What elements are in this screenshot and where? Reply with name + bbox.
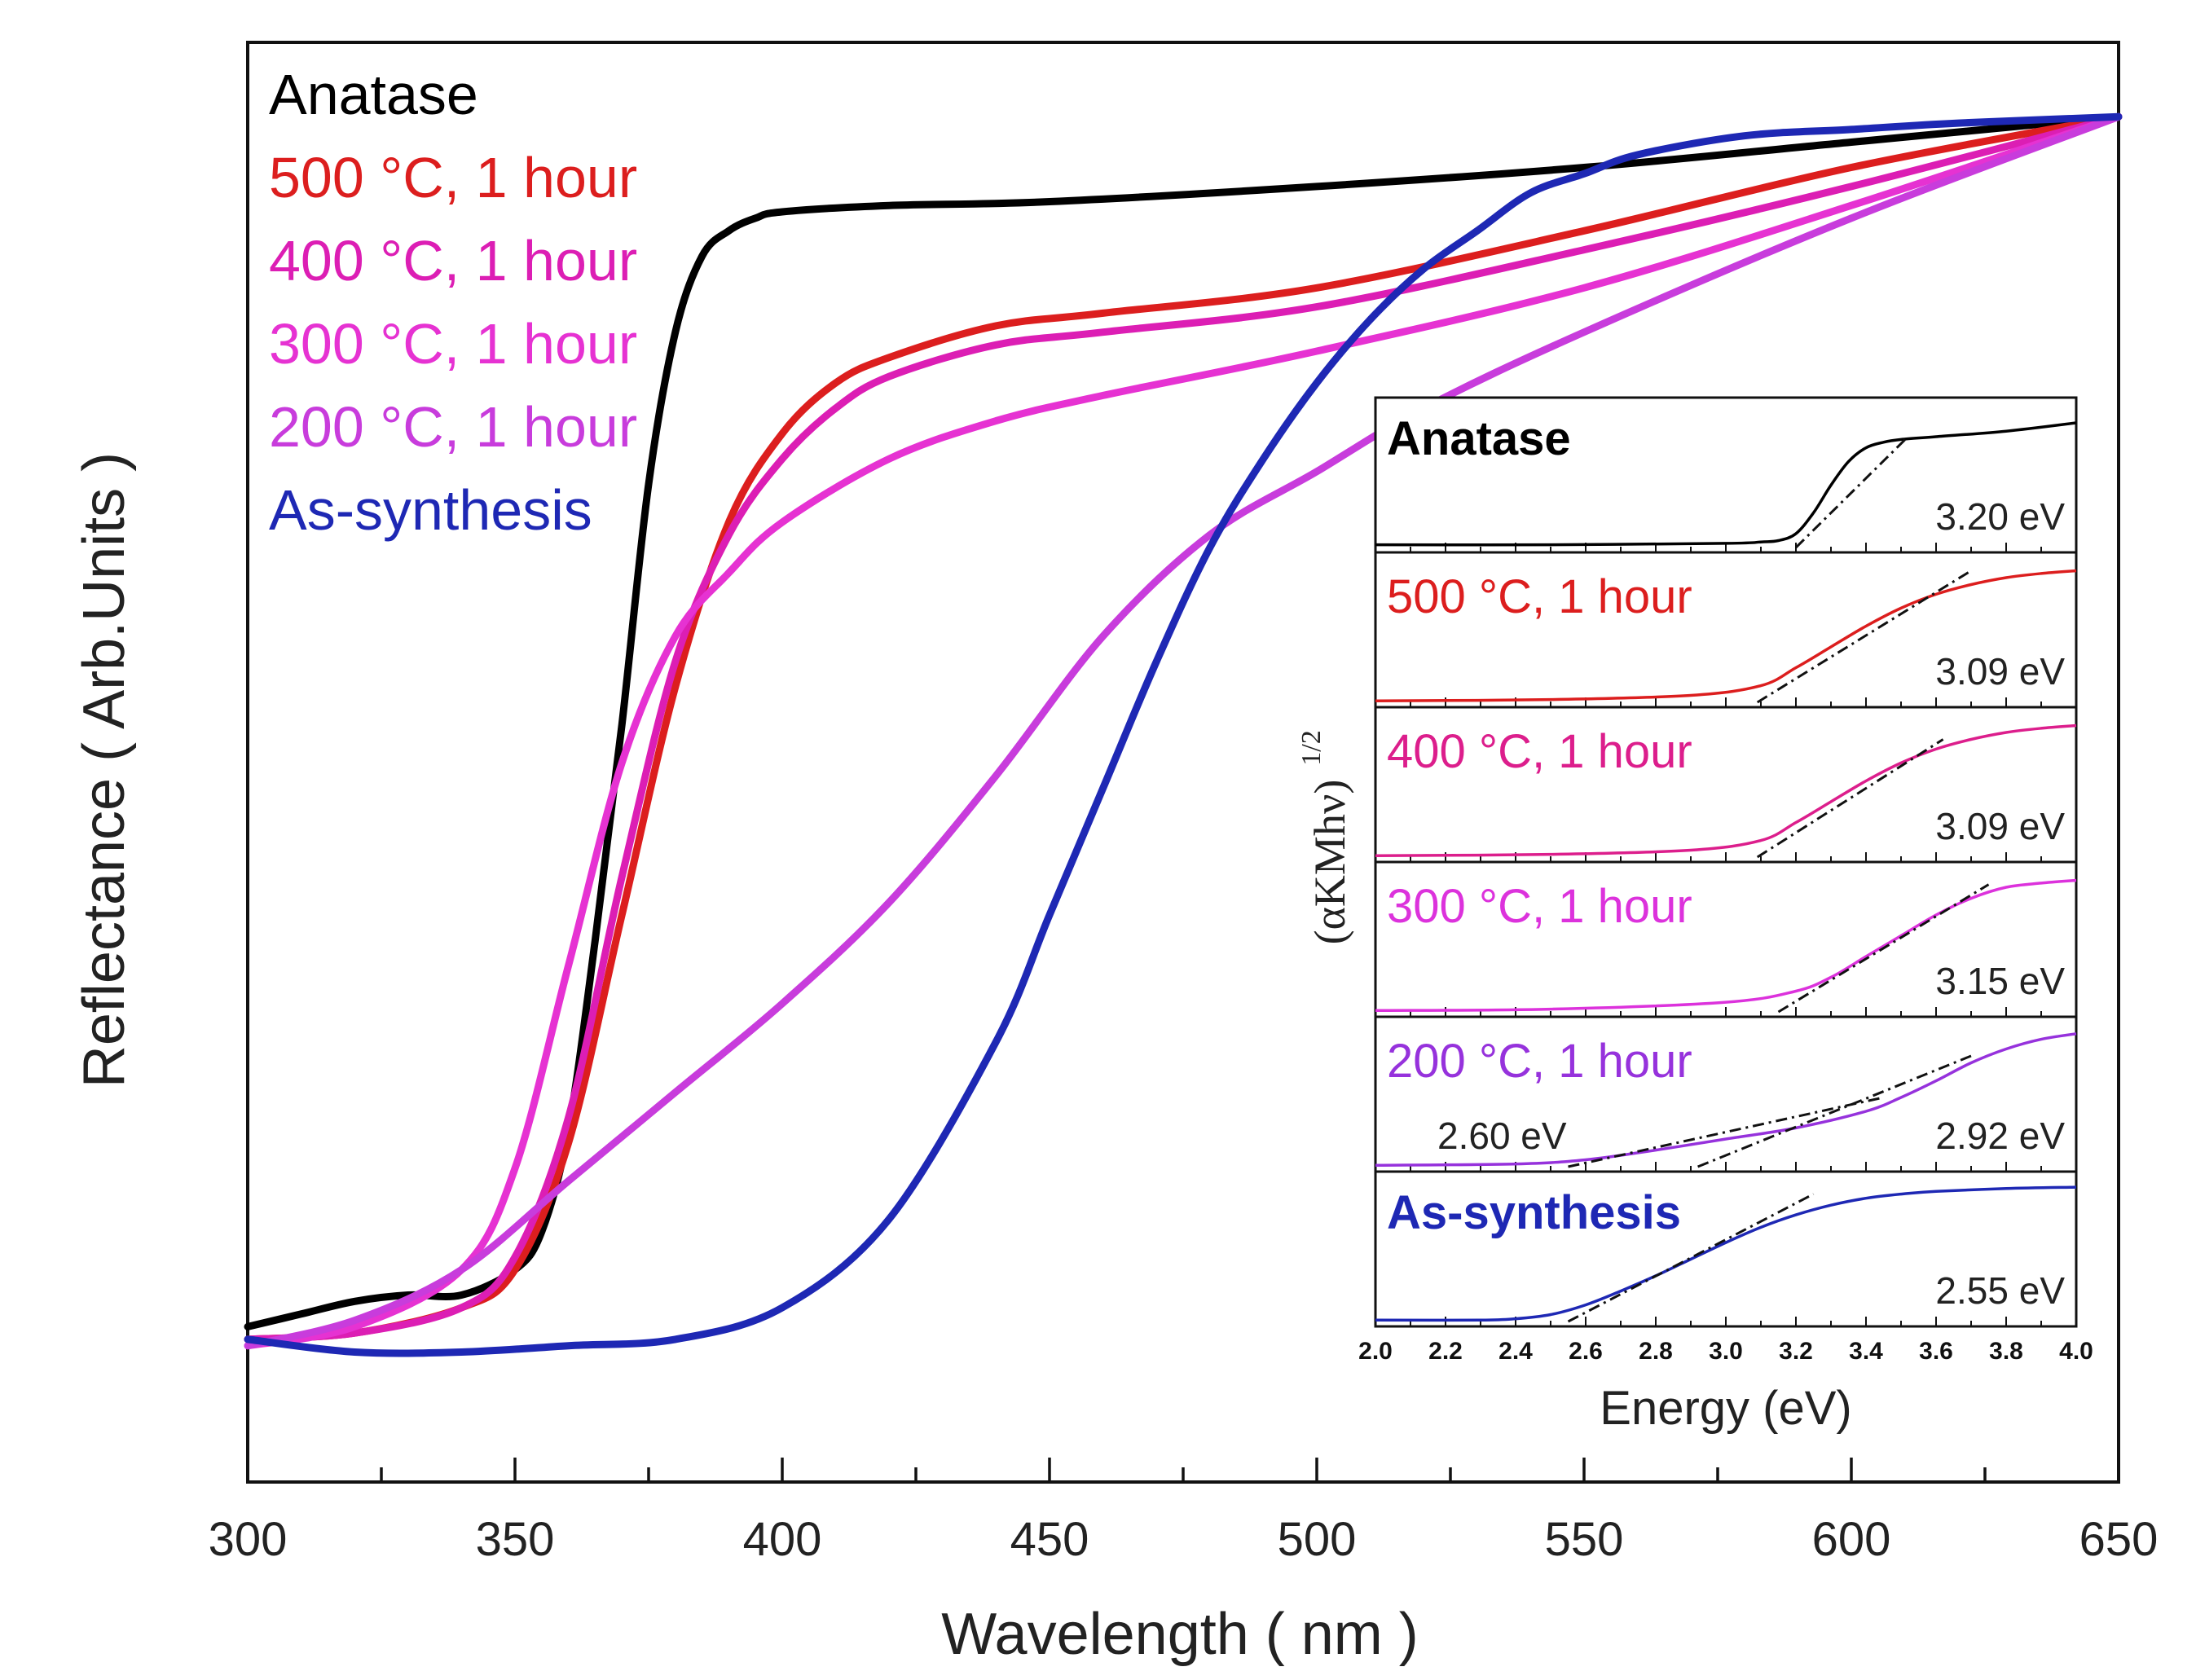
inset-band-gap: 2.92 eV <box>1935 1115 2065 1157</box>
inset-panel-400-c-1-hour: 400 °C, 1 hour 3.09 eV <box>1375 706 2077 862</box>
inset-x-tick-label: 3.0 <box>1709 1338 1743 1365</box>
inset-x-tick-label: 4.0 <box>2059 1338 2093 1365</box>
main-series-group <box>244 112 2123 1357</box>
inset-fit-line <box>1777 883 1990 1014</box>
main-legend: Anatase 500 °C, 1 hour 400 °C, 1 hour 30… <box>269 63 637 542</box>
inset-x-tick-label: 2.2 <box>1428 1338 1463 1365</box>
x-tick-label: 400 <box>743 1513 822 1566</box>
series-line-400-c-1-hour <box>244 112 2123 1344</box>
legend-entry-as-synthesis: As-synthesis <box>269 478 592 542</box>
inset-y-axis-title: (αKMhν) 1/2 <box>1296 730 1354 944</box>
legend-entry-500c: 500 °C, 1 hour <box>269 146 637 209</box>
legend-entry-200c: 200 °C, 1 hour <box>269 395 637 459</box>
inset-panel-300-c-1-hour: 300 °C, 1 hour 3.15 eV <box>1375 860 2077 1017</box>
inset-panel-200-c-1-hour: 200 °C, 1 hour 2.60 eV 2.92 eV <box>1375 1015 2077 1172</box>
inset-curve-as-synthesis <box>1375 1185 2077 1322</box>
inset-curve-200-c-1-hour <box>1375 1032 2077 1168</box>
x-tick-label: 650 <box>2079 1513 2159 1566</box>
inset-curve-500-c-1-hour <box>1375 569 2077 703</box>
inset-x-tick-label: 2.6 <box>1569 1338 1603 1365</box>
inset-x-axis-title: Energy (eV) <box>1600 1382 1851 1435</box>
x-tick-label: 500 <box>1278 1513 1357 1566</box>
inset-fit-line <box>1697 1054 1972 1168</box>
legend-entry-300c: 300 °C, 1 hour <box>269 312 637 376</box>
inset-x-tick-label: 3.2 <box>1779 1338 1813 1365</box>
x-tick-label: 350 <box>476 1513 555 1566</box>
inset-x-tick-label: 3.6 <box>1919 1338 1953 1365</box>
x-tick-label: 550 <box>1545 1513 1624 1566</box>
inset-y-axis-label: (αKMhν) <box>1305 780 1354 945</box>
inset-fit-line <box>1567 1193 1815 1323</box>
series-line-500-c-1-hour <box>244 112 2123 1344</box>
legend-entry-anatase: Anatase <box>269 63 478 126</box>
inset-panel-label: Anatase <box>1387 412 1571 465</box>
series-line-300-c-1-hour <box>244 112 2123 1350</box>
x-tick-label: 450 <box>1010 1513 1089 1566</box>
x-tick-label: 300 <box>209 1513 288 1566</box>
inset-curve-anatase <box>1375 421 2077 547</box>
inset-panel-500-c-1-hour: 500 °C, 1 hour 3.09 eV <box>1375 551 2077 707</box>
inset-band-gap: 2.60 eV <box>1437 1115 1567 1157</box>
inset-band-gap: 3.09 eV <box>1935 805 2065 847</box>
inset-curve-400-c-1-hour <box>1375 723 2077 858</box>
inset-panel-label: As-synthesis <box>1387 1186 1681 1239</box>
inset-x-tick-label: 2.8 <box>1639 1338 1673 1365</box>
inset-fit-line <box>1568 1096 1884 1168</box>
inset-fit-line <box>1756 570 1972 704</box>
inset-curve-300-c-1-hour <box>1375 878 2077 1013</box>
inset-band-gap: 3.15 eV <box>1935 960 2065 1002</box>
inset-x-tick-label: 3.4 <box>1849 1338 1883 1365</box>
inset-panel-as-synthesis: As-synthesis 2.55 eV <box>1375 1170 2077 1326</box>
x-tick-label: 600 <box>1812 1513 1891 1566</box>
series-line-as-synthesis <box>244 112 2123 1357</box>
inset-fit-line <box>1756 738 1944 859</box>
inset-band-gap: 2.55 eV <box>1935 1269 2065 1312</box>
inset-y-axis-exponent: 1/2 <box>1296 730 1327 765</box>
y-axis-title: Reflectance ( Arb.Units ) <box>72 452 137 1088</box>
main-x-ticks: 300 350 400 450 500 550 600 650 <box>209 1458 2159 1566</box>
inset-x-ticks: 2.0 2.2 2.4 2.6 2.8 3.0 3.2 3.4 3.6 3.8 4.0 <box>1358 1338 2093 1365</box>
inset-x-tick-label: 2.0 <box>1358 1338 1393 1365</box>
inset-x-tick-label: 3.8 <box>1989 1338 2023 1365</box>
x-axis-title: Wavelength ( nm ) <box>941 1602 1419 1667</box>
series-line-200-c-1-hour <box>244 112 2123 1350</box>
inset-panel-label: 500 °C, 1 hour <box>1387 570 1692 623</box>
inset-band-gap: 3.20 eV <box>1935 495 2065 538</box>
inset-band-gap: 3.09 eV <box>1935 650 2065 693</box>
inset-panel-label: 300 °C, 1 hour <box>1387 880 1692 933</box>
inset-panel-anatase: Anatase 3.20 eV <box>1375 412 2077 552</box>
legend-entry-400c: 400 °C, 1 hour <box>269 229 637 292</box>
inset-panel-label: 200 °C, 1 hour <box>1387 1035 1692 1088</box>
inset-x-tick-label: 2.4 <box>1498 1338 1533 1365</box>
inset-panel-label: 400 °C, 1 hour <box>1387 725 1692 778</box>
inset-fit-line <box>1794 435 1909 549</box>
